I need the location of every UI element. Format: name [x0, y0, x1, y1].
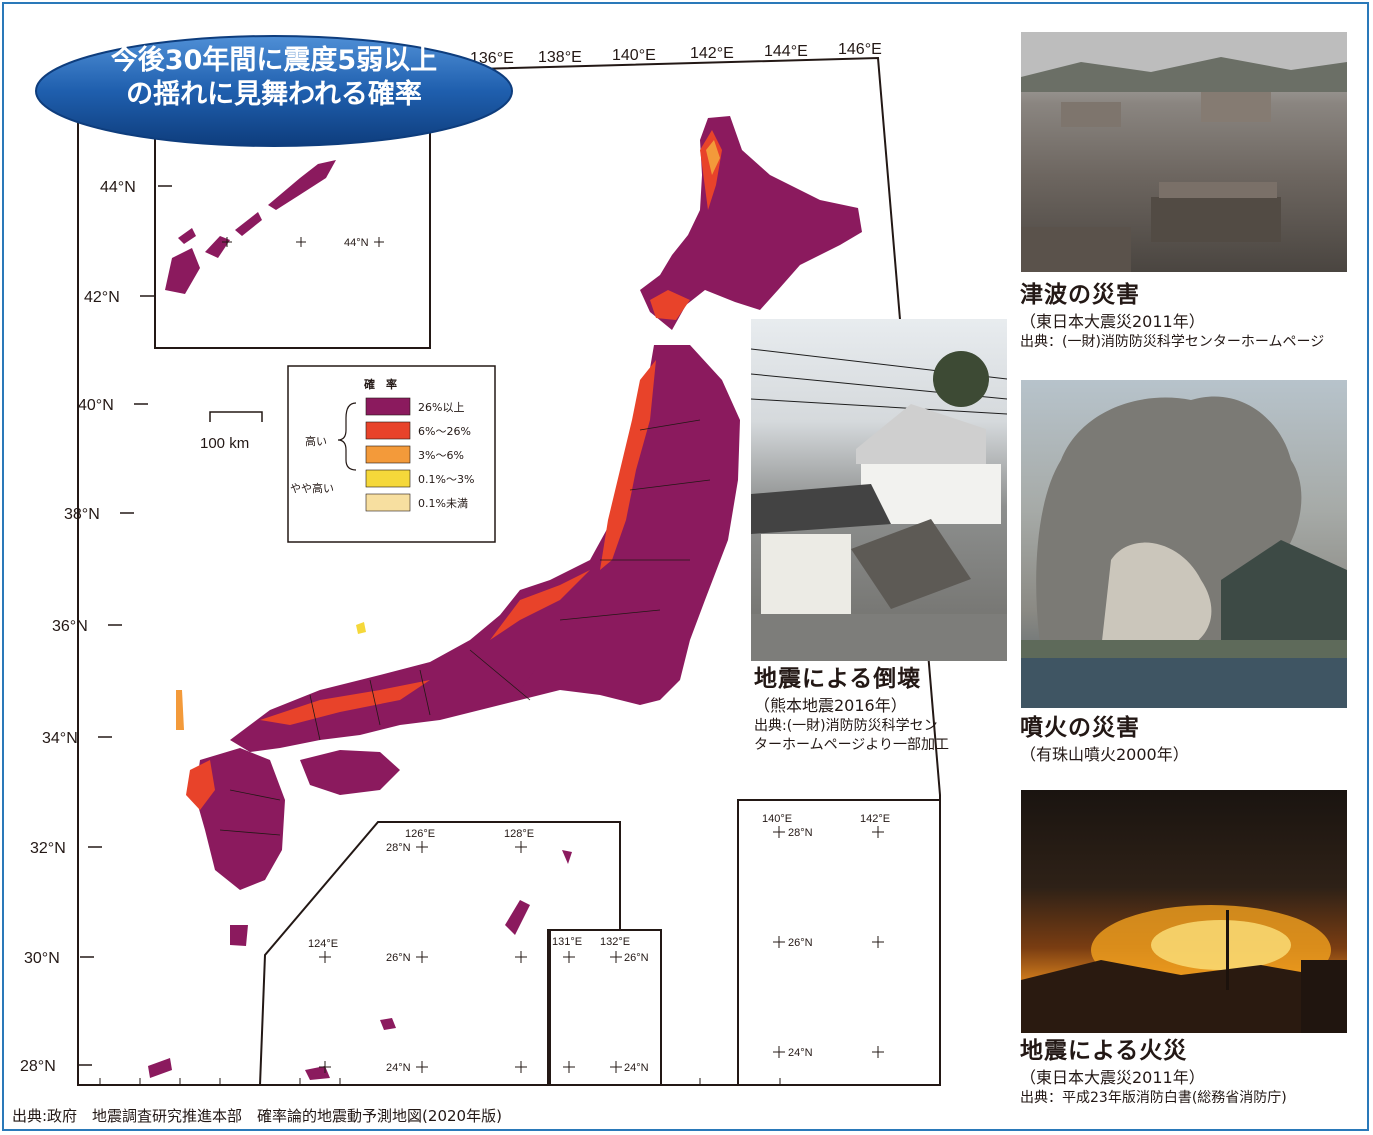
- lon-label-142: 142°E: [690, 45, 734, 62]
- inset-lon-131: 131°E: [552, 936, 582, 948]
- legend-label-1: 6%～26%: [418, 425, 471, 438]
- lat-label-30: 30°N: [24, 950, 60, 967]
- ryukyu-inset-border: [258, 821, 621, 1086]
- lat-label-32: 32°N: [30, 840, 66, 857]
- kuril-crosses: [222, 237, 384, 247]
- legend-swatch-2: [365, 445, 411, 464]
- inset-lat-28: 28°N: [386, 842, 411, 854]
- lat-label-38: 38°N: [64, 506, 100, 523]
- map-title: 今後30年間に震度5弱以上 の揺れに見舞われる確率: [110, 45, 438, 110]
- kuril-islands: [165, 160, 336, 294]
- legend-label-3: 0.1%～3%: [418, 473, 474, 486]
- inset-mid-lat-24: 24°N: [624, 1062, 649, 1074]
- lon-label-140: 140°E: [612, 47, 656, 64]
- legend-swatch-1: [365, 421, 411, 440]
- legend-label-2: 3%～6%: [418, 449, 464, 462]
- inset-crosses: [319, 826, 884, 1073]
- daito-inset-border: [547, 929, 662, 1086]
- legend-swatch-4: [365, 493, 411, 512]
- lat-label-28: 28°N: [20, 1058, 56, 1075]
- ogasawara-inset-border: [737, 799, 941, 1086]
- eruption-caption: 噴火の災害 （有珠山噴火2000年）: [1020, 715, 1189, 765]
- axis-ticks: [78, 185, 172, 1066]
- prefecture-borders: [219, 419, 711, 836]
- collapse-caption: 地震による倒壊 （熊本地震2016年） 出典:(一財)消防防災科学セン ターホー…: [754, 666, 950, 753]
- lon-label-138: 138°E: [538, 49, 582, 66]
- legend-title: 確 率: [364, 377, 397, 391]
- legend-label-4: 0.1%未満: [418, 497, 468, 510]
- legend-group-slightly-high: やや高い: [290, 481, 334, 495]
- tsunami-caption: 津波の災害 （東日本大震災2011年） 出典：(一財)消防防災科学センターホーム…: [1020, 282, 1325, 350]
- map-source: 出典:政府 地震調査研究推進本部 確率論的地震動予測地図(2020年版): [12, 1107, 502, 1125]
- lat-label-34: 34°N: [42, 730, 78, 747]
- legend-swatch-3: [365, 469, 411, 488]
- lat-label-40: 40°N: [78, 397, 114, 414]
- inset-lon-132: 132°E: [600, 936, 630, 948]
- lat-label-44: 44°N: [100, 179, 136, 196]
- inset-east-lat-26: 26°N: [788, 937, 813, 949]
- inset-lat-26: 26°N: [386, 952, 411, 964]
- eruption-photo: [1021, 380, 1347, 708]
- lat-label-36: 36°N: [52, 618, 88, 635]
- legend: 確 率 高い やや高い 26%以上 6%～26% 3%～6% 0.1%～3% 0.1%未…: [287, 365, 496, 543]
- legend-group-high: 高い: [305, 434, 327, 448]
- inset-east-lat-28: 28°N: [788, 827, 813, 839]
- lat-label-42: 42°N: [84, 289, 120, 306]
- svg-text:100 km: 100 km: [200, 435, 249, 452]
- japan-landmass: [176, 116, 862, 946]
- fire-caption: 地震による火災 （東日本大震災2011年） 出典：平成23年版消防白書(総務省消…: [1020, 1038, 1287, 1106]
- inset-lon-124: 124°E: [308, 938, 338, 950]
- tsunami-photo: [1021, 32, 1347, 272]
- inset-lon-126: 126°E: [405, 828, 435, 840]
- kuril-lat-label: 44°N: [344, 237, 369, 249]
- inset-lon-142: 142°E: [860, 813, 890, 825]
- inset-lon-128: 128°E: [504, 828, 534, 840]
- legend-swatch-0: [365, 397, 411, 416]
- inset-lon-140: 140°E: [762, 813, 792, 825]
- title-pill: [35, 35, 513, 147]
- lon-label-144: 144°E: [764, 43, 808, 60]
- legend-label-0: 26%以上: [418, 401, 464, 414]
- fire-photo: [1021, 790, 1347, 1033]
- scale-bar: 100 km: [200, 411, 263, 452]
- collapse-photo: [751, 319, 1007, 661]
- bottom-ticks: [99, 1078, 781, 1085]
- lon-label-146: 146°E: [838, 41, 882, 58]
- inset-lat-24: 24°N: [386, 1062, 411, 1074]
- ryukyu-islands: [148, 850, 572, 1080]
- inset-mid-lat-26: 26°N: [624, 952, 649, 964]
- inset-east-lat-24: 24°N: [788, 1047, 813, 1059]
